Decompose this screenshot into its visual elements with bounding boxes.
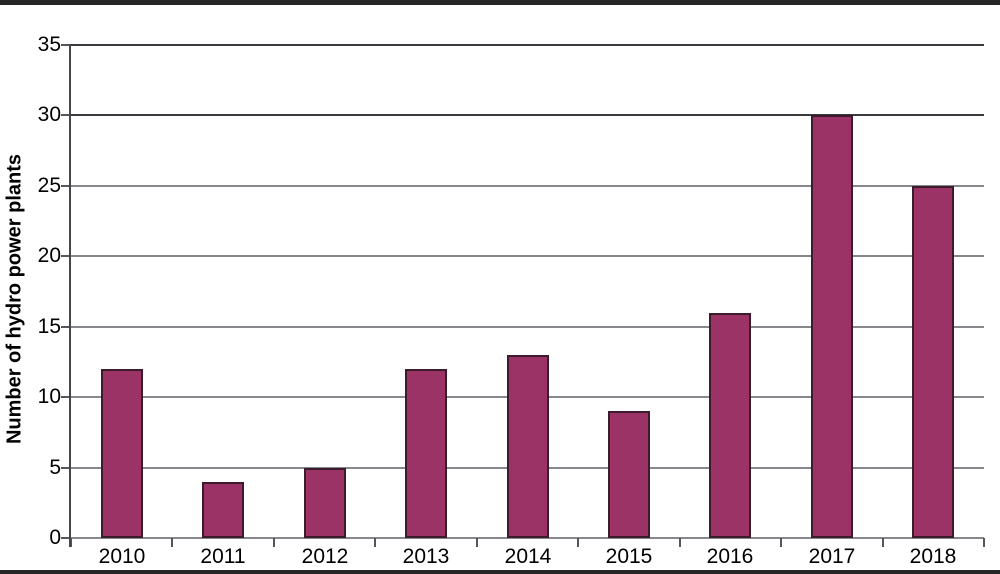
gridline-y-20 xyxy=(71,255,984,257)
y-axis-tick xyxy=(61,185,71,187)
x-axis-tick xyxy=(679,538,681,547)
x-tick-label: 2016 xyxy=(706,545,754,568)
x-tick-label: 2012 xyxy=(301,545,349,568)
x-tick-label: 2014 xyxy=(504,545,552,568)
x-tick-label: 2017 xyxy=(808,545,856,568)
bottom-border-strip xyxy=(0,570,1000,574)
y-tick-label: 25 xyxy=(37,174,61,197)
bar-2014 xyxy=(507,355,549,538)
gridline-y-35 xyxy=(71,44,984,46)
y-axis-tick xyxy=(61,396,71,398)
bar-2010 xyxy=(101,369,143,538)
x-axis-tick xyxy=(983,538,985,547)
x-axis-tick xyxy=(577,538,579,547)
bar-2016 xyxy=(709,313,751,538)
bar-2011 xyxy=(202,482,244,538)
top-border-strip xyxy=(0,0,1000,5)
x-axis-tick xyxy=(374,538,376,547)
y-tick-label: 35 xyxy=(37,33,61,56)
gridline-y-30 xyxy=(71,114,984,116)
x-axis-tick xyxy=(171,538,173,547)
gridline-y-25 xyxy=(71,185,984,187)
y-tick-label: 0 xyxy=(49,526,61,549)
y-tick-label: 20 xyxy=(37,244,61,267)
y-axis-tick xyxy=(61,44,71,46)
gridline-y-15 xyxy=(71,326,984,328)
bar-2012 xyxy=(304,468,346,538)
bar-2017 xyxy=(811,115,853,538)
x-tick-label: 2013 xyxy=(402,545,450,568)
x-axis-tick xyxy=(273,538,275,547)
y-tick-label: 10 xyxy=(37,385,61,408)
bar-2018 xyxy=(912,186,954,538)
bar-2013 xyxy=(405,369,447,538)
x-tick-label: 2015 xyxy=(605,545,653,568)
x-axis-tick xyxy=(70,538,72,547)
y-axis-tick xyxy=(61,467,71,469)
y-axis-tick xyxy=(61,537,71,539)
x-tick-label: 2010 xyxy=(98,545,146,568)
x-axis-tick xyxy=(882,538,884,547)
y-axis-tick xyxy=(61,255,71,257)
y-tick-label: 30 xyxy=(37,103,61,126)
x-axis-line xyxy=(71,537,984,539)
y-axis-tick xyxy=(61,114,71,116)
x-tick-label: 2011 xyxy=(200,545,246,568)
x-axis-tick xyxy=(780,538,782,547)
y-axis-tick xyxy=(61,326,71,328)
y-tick-label: 15 xyxy=(37,315,61,338)
x-tick-label: 2018 xyxy=(909,545,957,568)
y-tick-label: 5 xyxy=(49,456,61,479)
bar-2015 xyxy=(608,411,650,538)
x-axis-tick xyxy=(476,538,478,547)
y-axis-line xyxy=(69,44,71,547)
